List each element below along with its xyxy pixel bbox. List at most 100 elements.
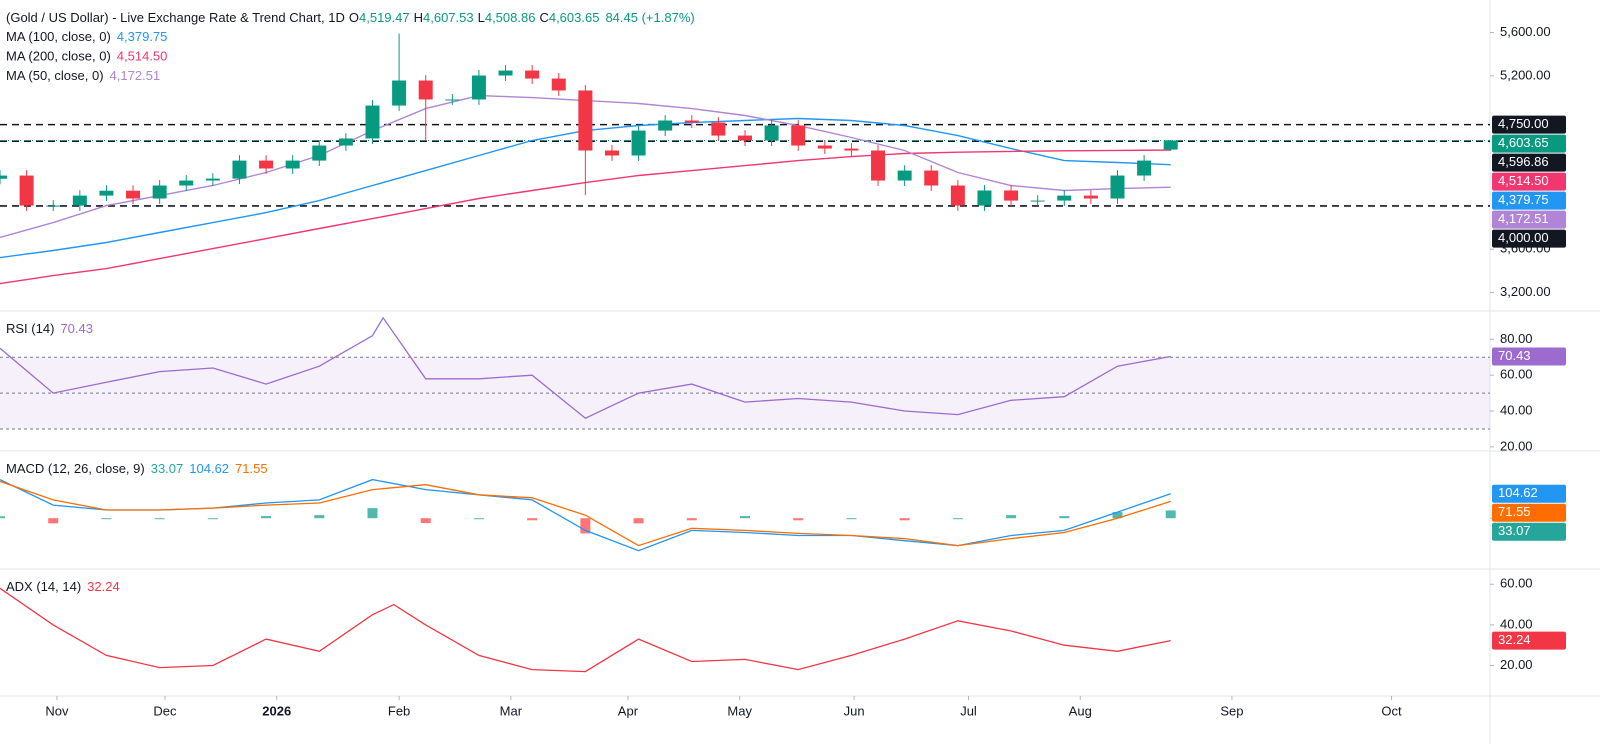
price-label-box <box>1492 210 1566 229</box>
candle-body <box>1004 190 1019 201</box>
price-label-box <box>1492 347 1566 366</box>
legend-value: 71.55 <box>235 461 268 476</box>
macd-histogram-bar <box>686 518 697 521</box>
candle-body <box>179 180 194 186</box>
candle-body <box>418 80 433 100</box>
price-label-box <box>1492 191 1566 210</box>
macd-histogram-bar <box>1006 515 1017 519</box>
candle-body <box>1030 200 1045 202</box>
candle-body <box>817 145 832 149</box>
ohlc-key: O <box>349 10 359 25</box>
y-tick-label: 40.00 <box>1500 616 1533 631</box>
price-label-box <box>1492 172 1566 191</box>
y-tick-label: 20.00 <box>1500 438 1533 453</box>
candle-body <box>232 160 247 179</box>
candle-body <box>46 205 61 207</box>
adx-line <box>0 587 1171 673</box>
candle-body <box>924 170 939 186</box>
x-tick-label: Jun <box>844 703 865 718</box>
ohlc-value: 4,519.47 <box>359 10 410 25</box>
y-tick-label: 5,200.00 <box>1500 67 1551 82</box>
change: 84.45 (+1.87%) <box>605 10 694 25</box>
macd-histogram-bar <box>261 516 272 519</box>
candle-body <box>365 105 380 139</box>
candle-body <box>738 135 752 141</box>
candle-body <box>1110 175 1125 199</box>
candle-body <box>498 70 513 76</box>
candle-body <box>551 78 566 91</box>
macd-histogram-bar <box>793 518 804 521</box>
legend-name: ADX (14, 14) <box>6 579 81 594</box>
legend: MACD (12, 26, close, 9) 33.07 104.62 71.55 <box>6 461 268 476</box>
candle-body <box>1083 195 1098 199</box>
ohlc-value: 4,508.86 <box>485 10 536 25</box>
x-tick-label: Aug <box>1069 703 1092 718</box>
macd-histogram-bar <box>580 518 591 534</box>
title: (Gold / US Dollar) - Live Exchange Rate … <box>6 10 345 25</box>
legend-value: 4,514.50 <box>117 49 168 64</box>
candle-body <box>1057 195 1072 201</box>
price-label-box <box>1492 484 1566 503</box>
macd-histogram-bar <box>101 518 112 520</box>
price-label: 4,379.75 <box>1498 192 1549 207</box>
ohlc-value: 4,607.53 <box>423 10 474 25</box>
macd-histogram-bar <box>473 518 484 520</box>
price-label-box <box>1492 134 1566 153</box>
candle-body <box>844 148 859 151</box>
candle-body <box>897 170 912 181</box>
x-tick-label: May <box>727 703 752 718</box>
x-tick-label: Jul <box>960 703 977 718</box>
price-label-box <box>1492 503 1566 522</box>
y-tick-label: 60.00 <box>1500 576 1533 591</box>
price-label: 70.43 <box>1498 348 1531 363</box>
candle-body <box>764 125 779 141</box>
candle-body <box>72 195 87 206</box>
candle-body <box>285 160 300 169</box>
ohlc-key: C <box>539 10 548 25</box>
ohlc-key: H <box>414 10 423 25</box>
legend: RSI (14) 70.43 <box>6 321 93 336</box>
candle-body <box>871 150 886 181</box>
macd-line <box>0 480 1171 547</box>
y-tick-label: 5,600.00 <box>1500 24 1551 39</box>
x-tick-label: Mar <box>500 703 523 718</box>
candle-body <box>312 145 327 161</box>
chart-title: (Gold / US Dollar) - Live Exchange Rate … <box>6 10 695 25</box>
candle-body <box>471 75 486 100</box>
y-tick-label: 20.00 <box>1500 657 1533 672</box>
candle-body <box>338 138 353 146</box>
rsi-line <box>0 316 1171 419</box>
candle-body <box>445 99 460 101</box>
candle-body <box>259 160 274 169</box>
ohlc-key: L <box>478 10 485 25</box>
candle-body <box>126 190 141 199</box>
price-label-box <box>1492 522 1566 541</box>
candle-body <box>19 175 34 206</box>
macd-histogram-bar <box>740 516 750 519</box>
macd-histogram-bar <box>1059 516 1070 519</box>
candle-body <box>392 80 407 106</box>
price-label-box <box>1492 153 1566 172</box>
price-label: 4,596.86 <box>1498 154 1549 169</box>
macd-histogram-bar <box>846 518 857 520</box>
candle-body <box>658 120 673 131</box>
legend-name: RSI (14) <box>6 321 54 336</box>
price-label: 104.62 <box>1498 485 1538 500</box>
y-tick-label: 3,200.00 <box>1500 284 1551 299</box>
legend-name: MA (100, close, 0) <box>6 29 111 44</box>
price-label: 33.07 <box>1498 523 1531 538</box>
price-label: 4,603.65 <box>1498 135 1549 150</box>
x-tick-label: Sep <box>1220 703 1243 718</box>
macd-histogram-bar <box>0 516 5 519</box>
candle-body <box>950 185 965 206</box>
macd-histogram-bar <box>367 508 378 519</box>
price-label: 32.24 <box>1498 632 1531 647</box>
candle-body <box>525 70 540 79</box>
macd-histogram-bar <box>527 518 538 521</box>
macd-histogram-bar <box>952 518 963 520</box>
price-label-box <box>1492 115 1566 134</box>
legend-value: 70.43 <box>60 321 93 336</box>
ohlc-value: 4,603.65 <box>549 10 600 25</box>
macd-histogram-bar <box>314 515 325 519</box>
